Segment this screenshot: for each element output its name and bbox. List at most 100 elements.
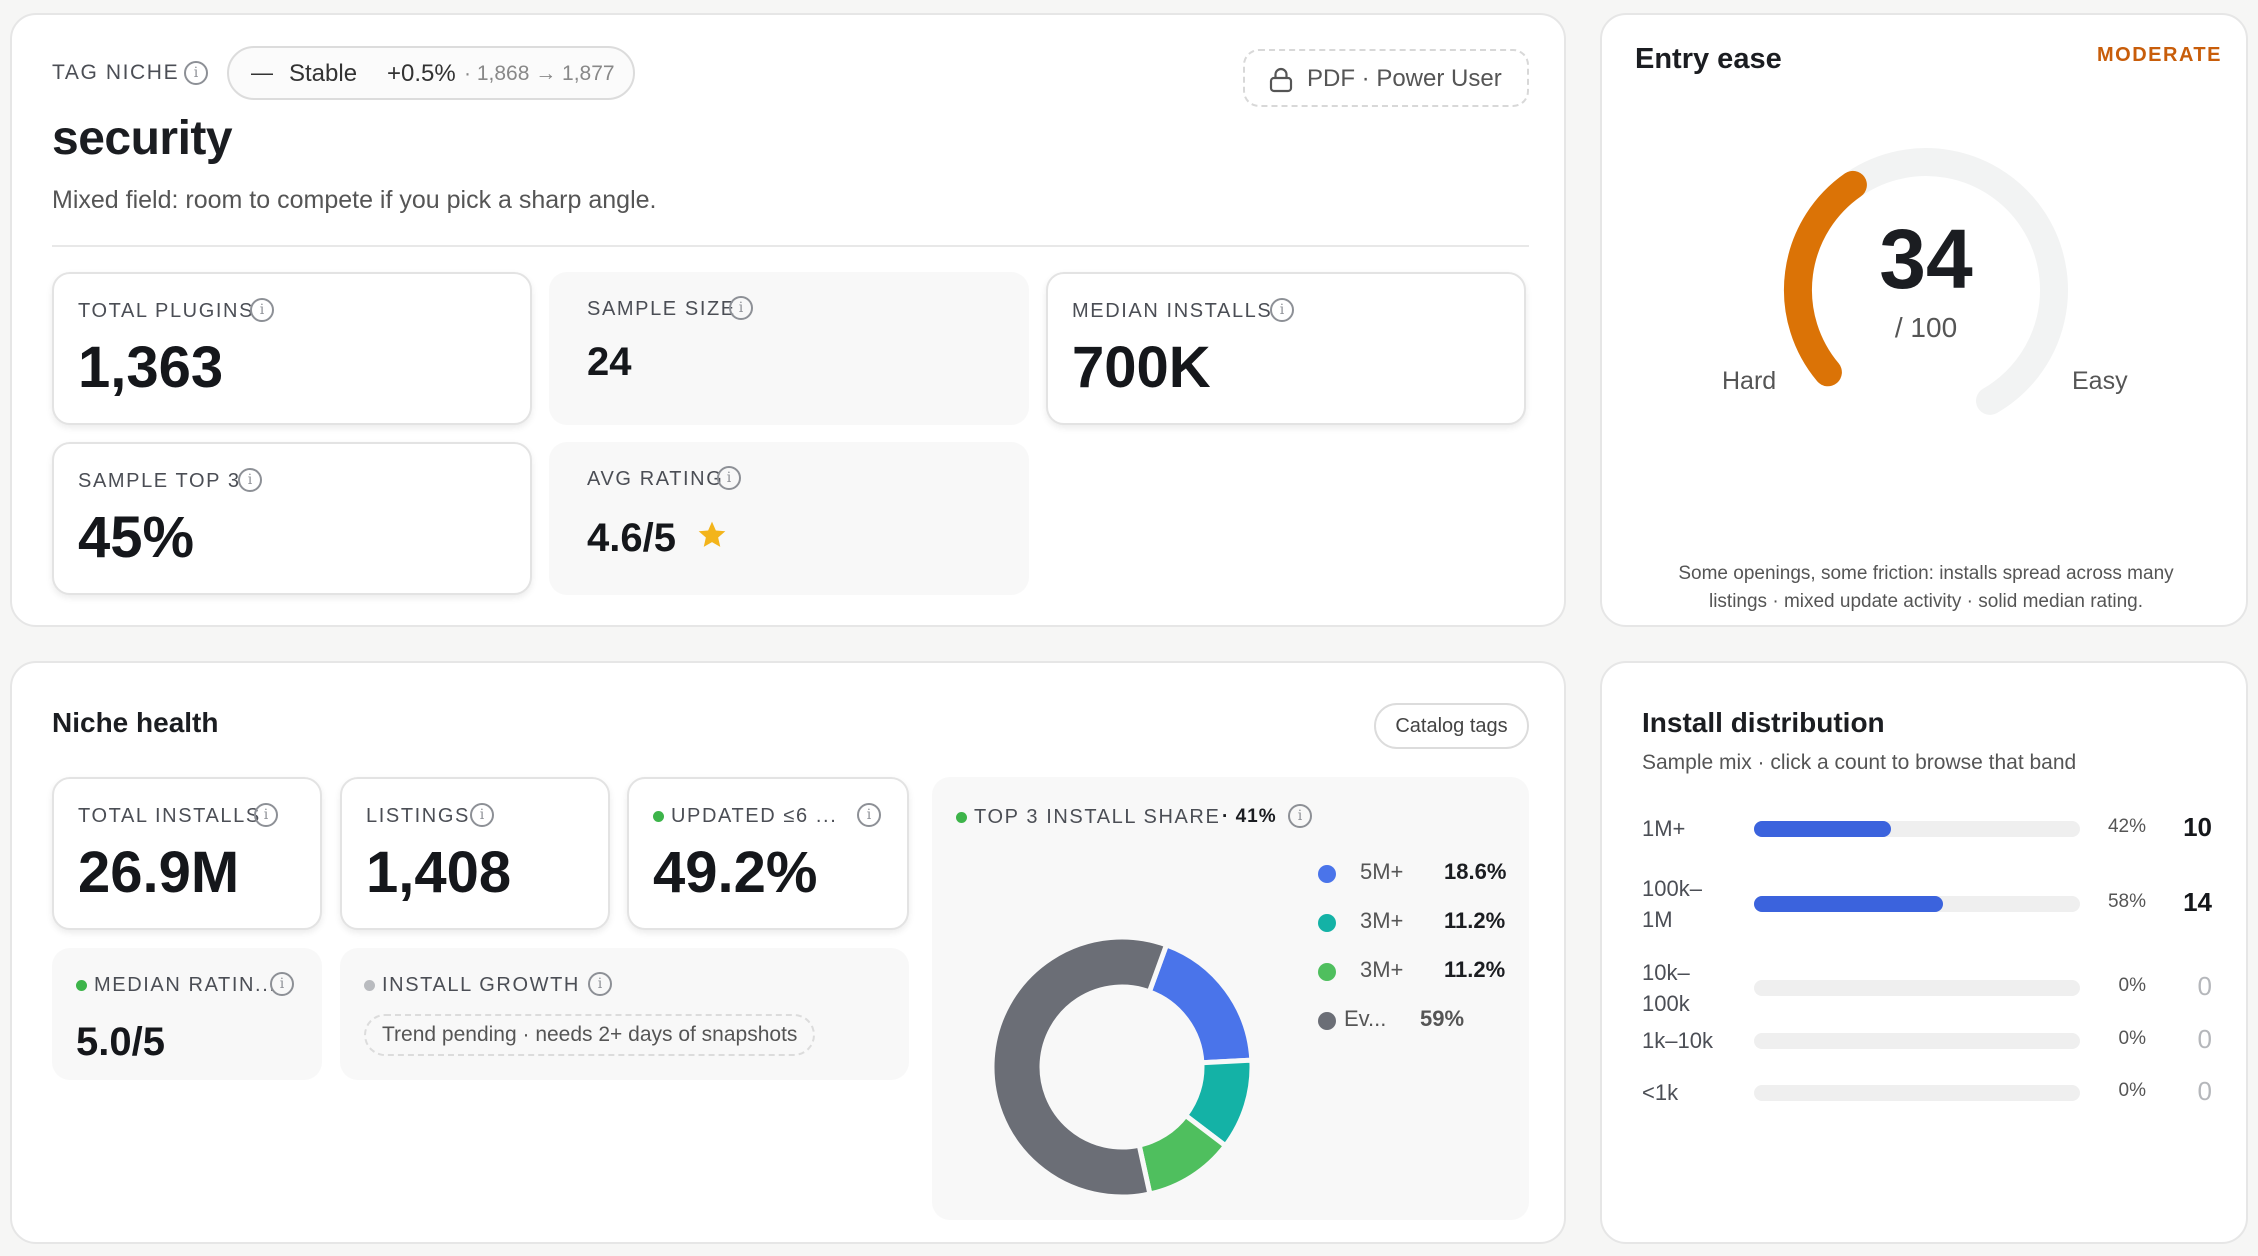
info-icon[interactable]: i: [729, 296, 753, 320]
band-count-link[interactable]: 0: [2197, 1076, 2212, 1106]
stat-value: 26.9M: [78, 840, 240, 905]
page-subtitle: Mixed field: room to compete if you pick…: [52, 186, 657, 214]
pdf-button-label: PDF · Power User: [1307, 65, 1502, 92]
band-bar-track: [1754, 1033, 2080, 1049]
stat-label: UPDATED ≤6 ...: [671, 805, 838, 827]
avg-rating-tile: AVG RATING i 4.6/5: [549, 442, 1029, 595]
description-line: listings · mixed update activity · solid…: [1708, 591, 2144, 612]
legend-value: 59%: [1420, 1006, 1465, 1031]
info-icon[interactable]: i: [238, 468, 262, 492]
sample-top3-tile: SAMPLE TOP 3 i 45%: [52, 442, 532, 595]
legend-swatch: [1318, 865, 1336, 883]
info-icon[interactable]: i: [470, 803, 494, 827]
donut-slice[interactable]: [1146, 941, 1255, 1066]
niche-health-card: Niche health Catalog tags TOTAL INSTALLS…: [10, 661, 1566, 1244]
entry-ease-card: Entry ease MODERATE 34 / 100 Hard Easy S…: [1600, 13, 2248, 627]
band-percent: 0%: [2118, 975, 2146, 996]
band-count-link[interactable]: 10: [2183, 812, 2212, 842]
dash-icon: —: [251, 60, 273, 85]
catalog-tags-button[interactable]: Catalog tags: [1374, 703, 1529, 749]
legend-swatch: [1318, 963, 1336, 981]
band-percent: 0%: [2118, 1028, 2146, 1049]
legend-value: 18.6%: [1444, 859, 1507, 884]
band-bar-fill: [1754, 896, 1944, 912]
gauge-right-label: Easy: [2072, 367, 2128, 395]
listings-tile: LISTINGS i 1,408: [340, 777, 610, 930]
info-icon[interactable]: i: [1288, 804, 1312, 828]
gauge-left-label: Hard: [1722, 367, 1777, 395]
status-dot: [956, 812, 967, 823]
info-icon[interactable]: i: [254, 803, 278, 827]
difficulty-badge: MODERATE: [2097, 44, 2222, 66]
trend-status: Stable: [289, 60, 358, 87]
total-plugins-tile: TOTAL PLUGINS i 1,363: [52, 272, 532, 425]
card-title: Niche health: [52, 707, 219, 738]
band-count-link[interactable]: 0: [2197, 971, 2212, 1001]
card-title: Entry ease: [1635, 43, 1782, 75]
star-icon: [698, 521, 726, 547]
status-dot: [653, 811, 664, 822]
band-percent: 0%: [2118, 1080, 2146, 1101]
total-installs-tile: TOTAL INSTALLS i 26.9M: [52, 777, 322, 930]
trend-pill: — Stable +0.5% · 1,868 → 1,877: [227, 46, 635, 100]
donut-chart: [989, 934, 1255, 1200]
band-bar-track: [1754, 1085, 2080, 1101]
stat-value: 4.6/5: [587, 516, 676, 560]
band-percent: 58%: [2107, 891, 2146, 912]
info-icon[interactable]: i: [588, 972, 612, 996]
info-icon[interactable]: i: [250, 298, 274, 322]
card-subtitle: Sample mix · click a count to browse tha…: [1642, 751, 2077, 774]
info-icon[interactable]: i: [857, 803, 881, 827]
band-count-link[interactable]: 14: [2183, 887, 2212, 917]
entry-description: Some openings, some friction: installs s…: [1622, 560, 2230, 616]
stat-label: MEDIAN INSTALLS: [1072, 300, 1273, 322]
trend-range: · 1,868 → 1,877: [464, 62, 615, 85]
info-icon[interactable]: i: [717, 466, 741, 490]
top3-install-share-panel: TOP 3 INSTALL SHARE · 41% i 5M+ 18.6% 3M+ 1…: [932, 777, 1529, 1220]
stat-value: 700K: [1072, 335, 1211, 400]
info-icon[interactable]: i: [1270, 298, 1294, 322]
band-label: 1k–10k: [1642, 1028, 1713, 1053]
donut-slice[interactable]: [989, 934, 1170, 1200]
pdf-power-user-button[interactable]: PDF · Power User: [1243, 49, 1529, 107]
legend-label: Ev...: [1344, 1006, 1387, 1031]
stat-label: INSTALL GROWTH: [382, 974, 580, 996]
median-rating-tile: MEDIAN RATIN... i 5.0/5: [52, 948, 322, 1080]
stat-value: 49.2%: [653, 840, 818, 905]
band-count-link[interactable]: 0: [2197, 1024, 2212, 1054]
trend-change: +0.5%: [387, 60, 456, 87]
status-dot: [364, 980, 375, 991]
band-percent: 42%: [2107, 816, 2146, 837]
band-bar-fill: [1754, 821, 1891, 837]
score-max: / 100: [1894, 312, 1958, 343]
stat-label: AVG RATING: [587, 468, 724, 490]
top3-share-value: · 41%: [1222, 806, 1277, 827]
stat-label: MEDIAN RATIN...: [94, 974, 277, 996]
install-growth-tile: INSTALL GROWTH i Trend pending · needs 2…: [340, 948, 909, 1080]
lock-icon: [1269, 67, 1293, 93]
install-distribution-card: Install distribution Sample mix · click …: [1600, 661, 2248, 1244]
status-dot: [76, 980, 87, 991]
stat-value: 45%: [78, 505, 195, 570]
divider: [52, 245, 1529, 247]
legend-swatch: [1318, 1012, 1336, 1030]
sample-size-tile: SAMPLE SIZE i 24: [549, 272, 1029, 425]
info-icon[interactable]: i: [184, 61, 208, 85]
band-bar-track: [1754, 821, 2080, 837]
stat-value: 1,408: [366, 840, 512, 905]
band-label: 10k– 100k: [1642, 960, 1690, 1016]
info-icon[interactable]: i: [270, 972, 294, 996]
median-installs-tile: MEDIAN INSTALLS i 700K: [1046, 272, 1526, 425]
stat-label: LISTINGS: [366, 805, 470, 827]
stat-value: 1,363: [78, 335, 224, 400]
card-title: Install distribution: [1642, 707, 1885, 738]
legend-label: 3M+: [1360, 957, 1404, 982]
band-label: 1M+: [1642, 816, 1686, 841]
stat-label: SAMPLE TOP 3: [78, 470, 241, 492]
gauge-arc: [1783, 170, 1867, 387]
stat-label: TOTAL PLUGINS: [78, 300, 255, 322]
score-value: 34: [1879, 212, 1973, 306]
legend-value: 11.2%: [1444, 957, 1506, 982]
stat-label: TOTAL INSTALLS: [78, 805, 261, 827]
page-title: security: [52, 112, 233, 165]
